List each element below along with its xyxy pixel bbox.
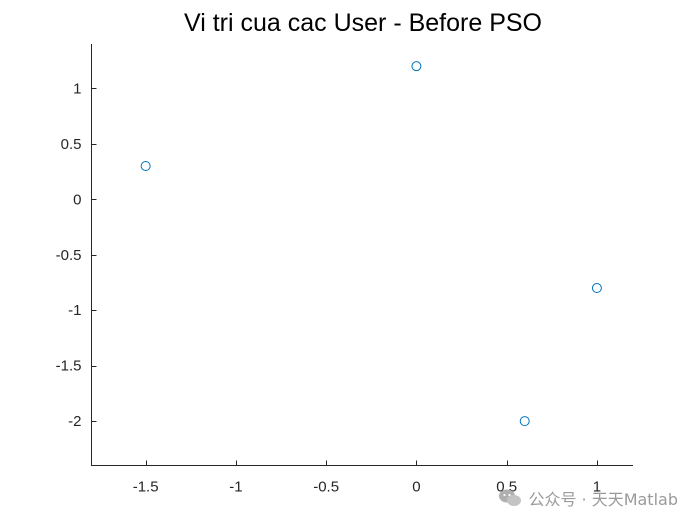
x-tick-label: -1.5	[133, 479, 159, 496]
data-point	[411, 61, 422, 72]
data-point	[519, 416, 530, 427]
data-point	[591, 283, 602, 294]
watermark-text: 公众号 · 天天Matlab	[528, 490, 678, 509]
y-tick-label: -0.5	[56, 247, 82, 264]
x-tick-label: -0.5	[313, 479, 339, 496]
y-tick-label: 1	[73, 80, 81, 97]
y-tick-label: -2	[68, 413, 81, 430]
y-ticks: 1 0.5 0 -0.5 -1 -1.5 -2	[56, 80, 97, 430]
x-tick-label: 1	[593, 479, 601, 496]
y-tick-label: -1	[68, 302, 81, 319]
watermark: 公众号 · 天天Matlab	[498, 486, 678, 510]
y-tick-label: 0.5	[61, 136, 82, 153]
x-tick-label: 0	[412, 479, 420, 496]
y-tick-label: 0	[73, 191, 81, 208]
chart-title: Vi tri cua cac User - Before PSO	[184, 9, 542, 37]
wechat-icon	[499, 489, 522, 506]
data-points	[140, 61, 602, 427]
data-point	[140, 161, 151, 172]
y-tick-label: -1.5	[56, 358, 82, 375]
x-tick-label: -1	[229, 479, 242, 496]
